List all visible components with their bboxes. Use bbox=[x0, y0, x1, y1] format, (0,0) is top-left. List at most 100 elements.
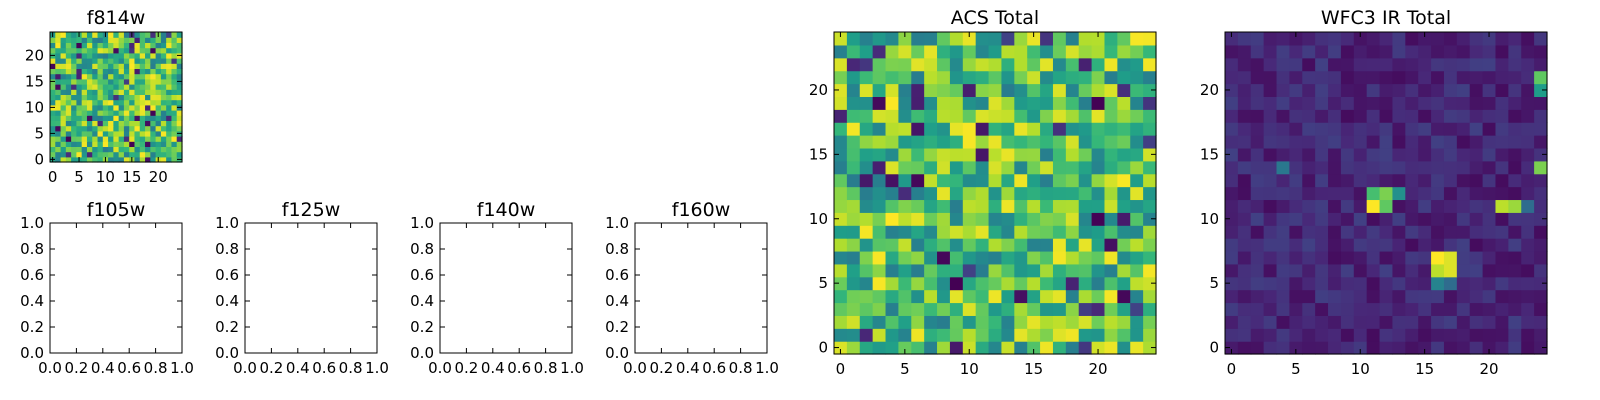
pixel-cell bbox=[60, 42, 67, 49]
pixel-cell bbox=[988, 32, 1003, 46]
pixel-cell bbox=[1052, 173, 1067, 188]
pixel-cell bbox=[118, 68, 125, 75]
pixel-cell bbox=[92, 73, 99, 80]
pixel-cell bbox=[1078, 96, 1093, 110]
pixel-cell bbox=[872, 302, 887, 316]
pixel-cell bbox=[71, 146, 77, 153]
pixel-cell bbox=[1250, 160, 1265, 175]
pixel-cell bbox=[834, 135, 848, 149]
pixel-cell bbox=[1482, 289, 1497, 304]
pixel-cell bbox=[1078, 44, 1093, 59]
pixel-cell bbox=[1534, 32, 1548, 46]
pixel-cell bbox=[949, 173, 964, 188]
x-tick-label: 0.0 bbox=[233, 359, 257, 377]
pixel-cell bbox=[1091, 109, 1106, 123]
pixel-cell bbox=[1289, 96, 1303, 110]
pixel-cell bbox=[55, 104, 62, 111]
pixel-cell bbox=[872, 70, 887, 85]
pixel-cell bbox=[1052, 83, 1067, 97]
pixel-cell bbox=[1065, 238, 1080, 252]
pixel-cell bbox=[1104, 70, 1118, 85]
pixel-cell bbox=[1078, 302, 1093, 316]
pixel-cell bbox=[1143, 160, 1157, 175]
pixel-cell bbox=[1289, 57, 1303, 72]
pixel-cell bbox=[113, 99, 120, 106]
pixel-cell bbox=[846, 147, 861, 162]
pixel-cell bbox=[1379, 32, 1394, 46]
pixel-cell bbox=[1392, 160, 1406, 175]
pixel-cell bbox=[92, 42, 99, 49]
pixel-cell bbox=[975, 276, 990, 291]
pixel-cell bbox=[1495, 186, 1509, 201]
pixel-cell bbox=[911, 160, 925, 175]
pixel-cell bbox=[134, 110, 141, 116]
pixel-cell bbox=[1052, 238, 1067, 252]
pixel-cell bbox=[171, 52, 178, 59]
pixel-cell bbox=[1040, 315, 1054, 329]
pixel-cell bbox=[150, 42, 157, 49]
pixel-cell bbox=[171, 89, 178, 95]
pixel-cell bbox=[1130, 276, 1144, 291]
pixel-cell bbox=[139, 52, 146, 59]
pixel-cell bbox=[1392, 83, 1406, 97]
pixel-cell bbox=[155, 89, 162, 95]
pixel-cell bbox=[1431, 289, 1445, 304]
pixel-cell bbox=[71, 151, 77, 158]
pixel-cell bbox=[975, 263, 990, 278]
x-tick-label: 0.6 bbox=[312, 359, 336, 377]
pixel-cell bbox=[924, 199, 938, 213]
pixel-cell bbox=[1117, 160, 1131, 175]
pixel-cell bbox=[834, 44, 848, 59]
pixel-cell bbox=[171, 37, 178, 43]
pixel-cell bbox=[1534, 96, 1548, 110]
pixel-cell bbox=[76, 104, 83, 111]
pixel-cell bbox=[1353, 328, 1368, 342]
pixel-cell bbox=[1315, 225, 1329, 239]
pixel-cell bbox=[1418, 315, 1432, 329]
pixel-cell bbox=[1534, 44, 1548, 59]
pixel-cell bbox=[1040, 250, 1054, 265]
pixel-cell bbox=[1014, 225, 1028, 239]
pixel-cell bbox=[160, 125, 167, 132]
pixel-cell bbox=[76, 84, 83, 90]
pixel-cell bbox=[1456, 289, 1471, 304]
pixel-cell bbox=[50, 47, 56, 54]
pixel-cell bbox=[1143, 315, 1157, 329]
pixel-cell bbox=[1263, 160, 1278, 175]
pixel-cell bbox=[76, 136, 83, 142]
pixel-cell bbox=[166, 110, 173, 116]
y-tick-label: 0.0 bbox=[215, 344, 239, 362]
pixel-cell bbox=[1431, 212, 1445, 226]
pixel-cell bbox=[1418, 57, 1432, 72]
pixel-cell bbox=[166, 130, 173, 137]
pixel-cell bbox=[50, 42, 56, 49]
pixel-cell bbox=[1289, 199, 1303, 213]
pixel-cell bbox=[911, 135, 925, 149]
pixel-cell bbox=[924, 341, 938, 355]
pixel-cell bbox=[118, 99, 125, 106]
pixel-cell bbox=[1340, 289, 1355, 304]
pixel-cell bbox=[81, 120, 88, 127]
pixel-cell bbox=[885, 263, 899, 278]
pixel-cell bbox=[1065, 186, 1080, 201]
pixel-cell bbox=[1508, 225, 1522, 239]
pixel-cell bbox=[1250, 250, 1265, 265]
pixel-cell bbox=[1482, 328, 1497, 342]
pixel-cell bbox=[1302, 302, 1316, 316]
pixel-cell bbox=[1353, 32, 1368, 46]
pixel-cell bbox=[65, 130, 72, 137]
pixel-cell bbox=[155, 52, 162, 59]
pixel-cell bbox=[834, 341, 848, 355]
pixel-cell bbox=[65, 47, 72, 54]
pixel-cell bbox=[102, 141, 109, 147]
pixel-cell bbox=[1495, 32, 1509, 46]
pixel-cell bbox=[885, 238, 899, 252]
pixel-cell bbox=[1366, 44, 1381, 59]
pixel-cell bbox=[1418, 199, 1432, 213]
pixel-cell bbox=[1418, 238, 1432, 252]
pixel-cell bbox=[1001, 250, 1015, 265]
pixel-cell bbox=[102, 125, 109, 132]
pixel-cell bbox=[1130, 199, 1144, 213]
pixel-cell bbox=[50, 89, 56, 95]
pixel-cell bbox=[1052, 302, 1067, 316]
